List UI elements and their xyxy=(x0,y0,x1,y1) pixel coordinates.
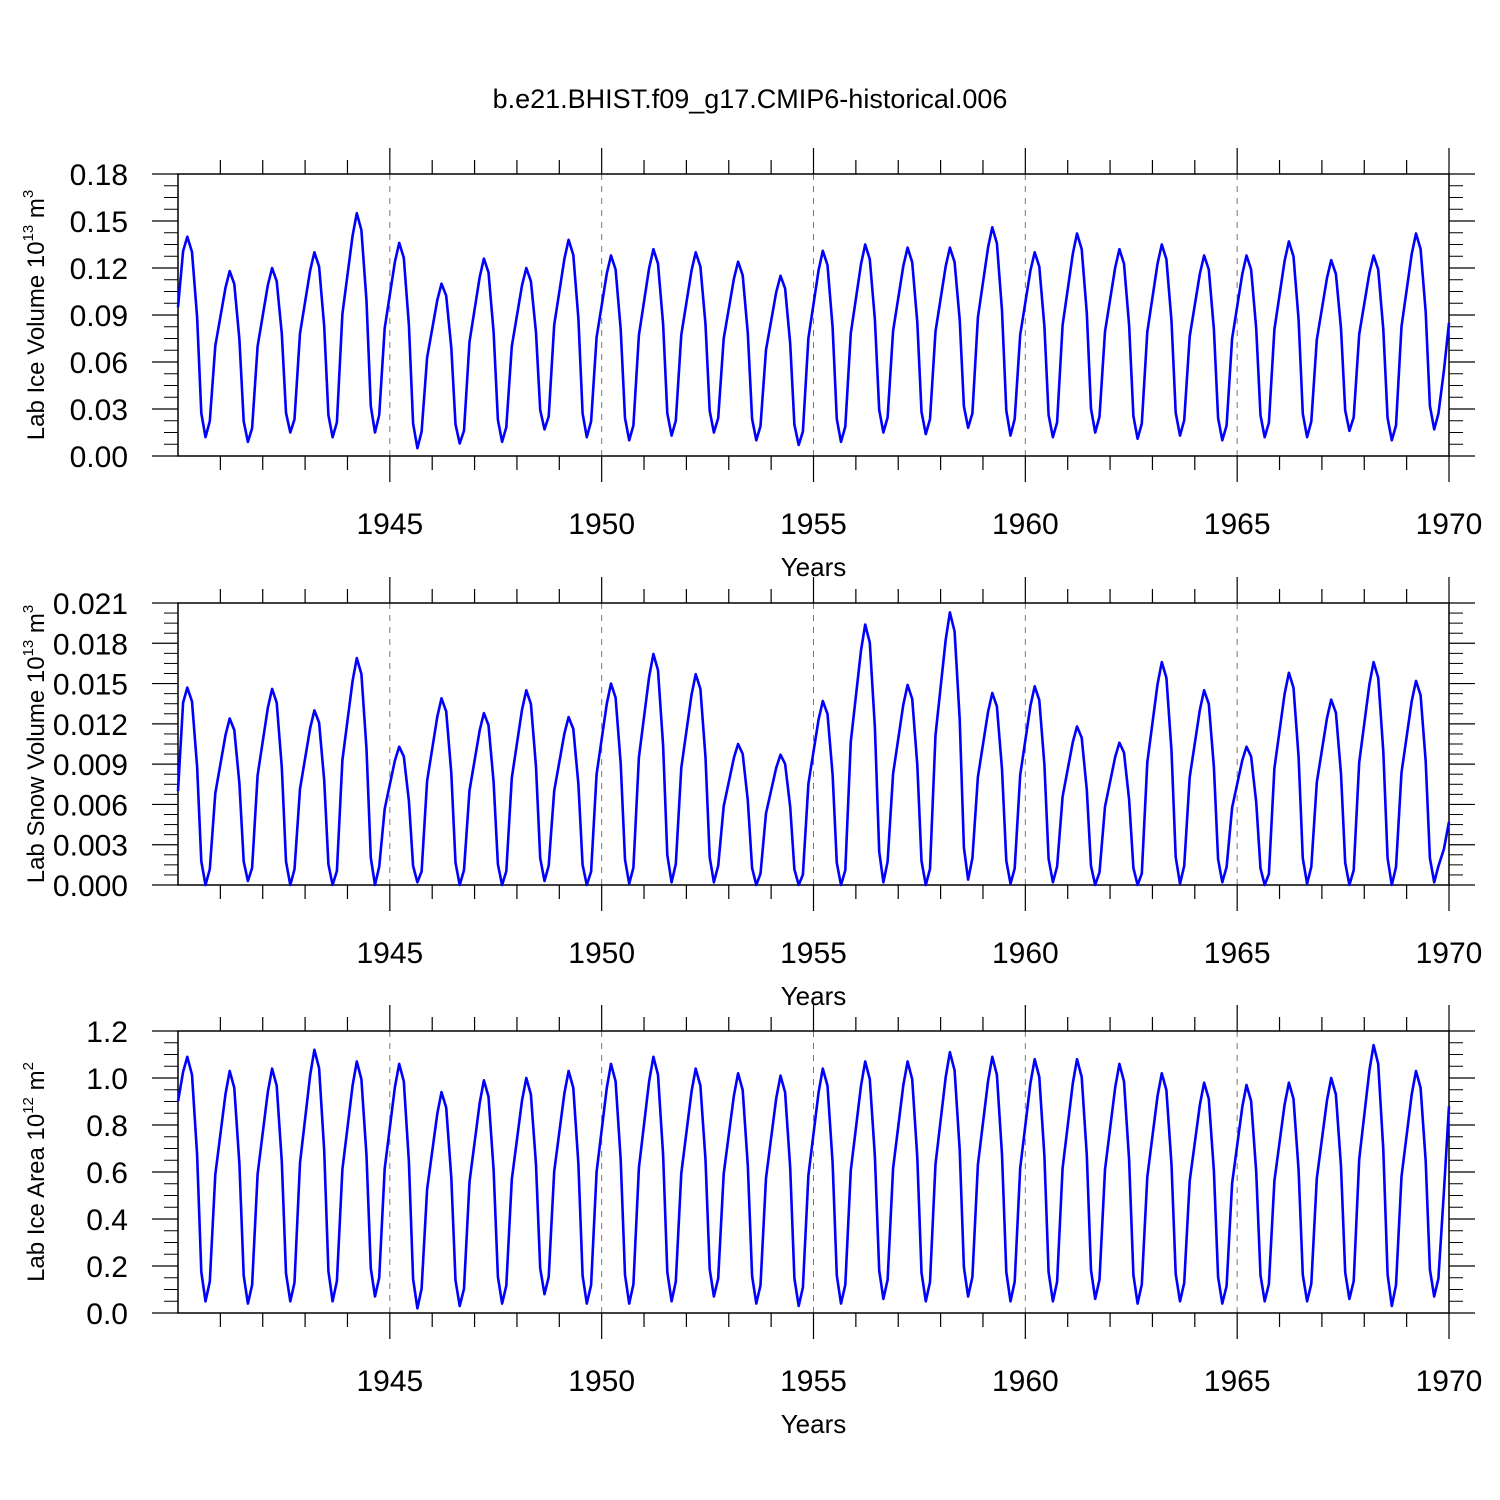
y-tick-label: 0.000 xyxy=(53,870,128,903)
y-tick-label: 0.0 xyxy=(86,1298,128,1331)
y-tick-label: 0.4 xyxy=(86,1204,128,1237)
y-tick-label: 0.015 xyxy=(53,669,128,702)
chart-panel-2: 0.000 0.003 0.006 0.009 0.012 0.015 0.018 0.021… xyxy=(20,577,1482,1011)
y-label-main: Lab Ice Area 10 xyxy=(23,1114,50,1282)
y-tick-label: 0.06 xyxy=(70,347,128,380)
y-tick-label: 0.18 xyxy=(70,159,128,192)
x-tick-label: 1945 xyxy=(356,1365,423,1398)
x-tick-label: 1960 xyxy=(992,508,1059,541)
y-label-main: Lab Ice Volume 10 xyxy=(23,241,50,440)
series-line-lab-snow-volume xyxy=(176,611,1451,887)
y-label-unit-exp: 2 xyxy=(20,1062,37,1070)
x-tick-label: 1965 xyxy=(1204,937,1271,970)
y-tick-label: 0.15 xyxy=(70,206,128,239)
y-label-unit: m xyxy=(23,613,50,640)
x-tick-label: 1950 xyxy=(568,508,635,541)
y-tick-label: 0.8 xyxy=(86,1110,128,1143)
x-tick-label: 1955 xyxy=(780,508,847,541)
x-tick-label: 1945 xyxy=(356,937,423,970)
figure-title: b.e21.BHIST.f09_g17.CMIP6-historical.006 xyxy=(492,84,1008,114)
y-tick-label: 0.009 xyxy=(53,749,128,782)
x-tick-label: 1965 xyxy=(1204,1365,1271,1398)
y-axis-label: Lab Snow Volume 1013 m3 xyxy=(20,605,50,884)
y-label-unit-exp: 3 xyxy=(20,605,37,613)
y-tick-label: 0.006 xyxy=(53,789,128,822)
y-tick-label: 0.012 xyxy=(53,709,128,742)
y-label-exp: 12 xyxy=(20,1097,37,1114)
x-tick-label: 1970 xyxy=(1416,508,1483,541)
y-label-unit-exp: 3 xyxy=(20,190,37,198)
x-tick-label: 1950 xyxy=(568,1365,635,1398)
y-label-unit: m xyxy=(23,198,50,225)
x-tick-label: 1960 xyxy=(992,1365,1059,1398)
y-tick-label: 0.6 xyxy=(86,1157,128,1190)
y-tick-label: 0.03 xyxy=(70,394,128,427)
x-tick-label: 1955 xyxy=(780,1365,847,1398)
y-tick-label: 0.003 xyxy=(53,830,128,863)
chart-panel-1: 0.00 0.03 0.06 0.09 0.12 0.15 0.18 1945 1950 1955… xyxy=(20,148,1482,582)
series-line-lab-ice-volume xyxy=(176,211,1451,450)
x-tick-label: 1970 xyxy=(1416,1365,1483,1398)
plot-frame xyxy=(177,1030,1450,1314)
x-axis-label: Years xyxy=(781,1409,847,1439)
y-axis-label: Lab Ice Volume 1013 m3 xyxy=(20,190,50,441)
y-tick-label: 0.00 xyxy=(70,441,128,474)
series-line-lab-ice-area xyxy=(176,1043,1451,1310)
y-label-exp: 13 xyxy=(20,225,37,242)
y-tick-label: 0.2 xyxy=(86,1251,128,1284)
chart-panel-3: 0.0 0.2 0.4 0.6 0.8 1.0 1.2 1945 1950 1955 1960 196… xyxy=(20,1005,1482,1439)
y-tick-label: 0.09 xyxy=(70,300,128,333)
y-label-exp: 13 xyxy=(20,640,37,657)
y-label-unit: m xyxy=(23,1070,50,1097)
plot-frame xyxy=(177,173,1450,457)
y-tick-label: 1.0 xyxy=(86,1063,128,1096)
x-tick-label: 1945 xyxy=(356,508,423,541)
y-axis-label: Lab Ice Area 1012 m2 xyxy=(20,1062,50,1282)
y-tick-label: 0.021 xyxy=(53,588,128,621)
y-tick-label: 1.2 xyxy=(86,1016,128,1049)
y-tick-label: 0.12 xyxy=(70,253,128,286)
x-tick-label: 1960 xyxy=(992,937,1059,970)
y-label-main: Lab Snow Volume 10 xyxy=(23,656,50,883)
x-tick-label: 1950 xyxy=(568,937,635,970)
x-tick-label: 1970 xyxy=(1416,937,1483,970)
x-tick-label: 1955 xyxy=(780,937,847,970)
y-tick-label: 0.018 xyxy=(53,628,128,661)
x-tick-label: 1965 xyxy=(1204,508,1271,541)
